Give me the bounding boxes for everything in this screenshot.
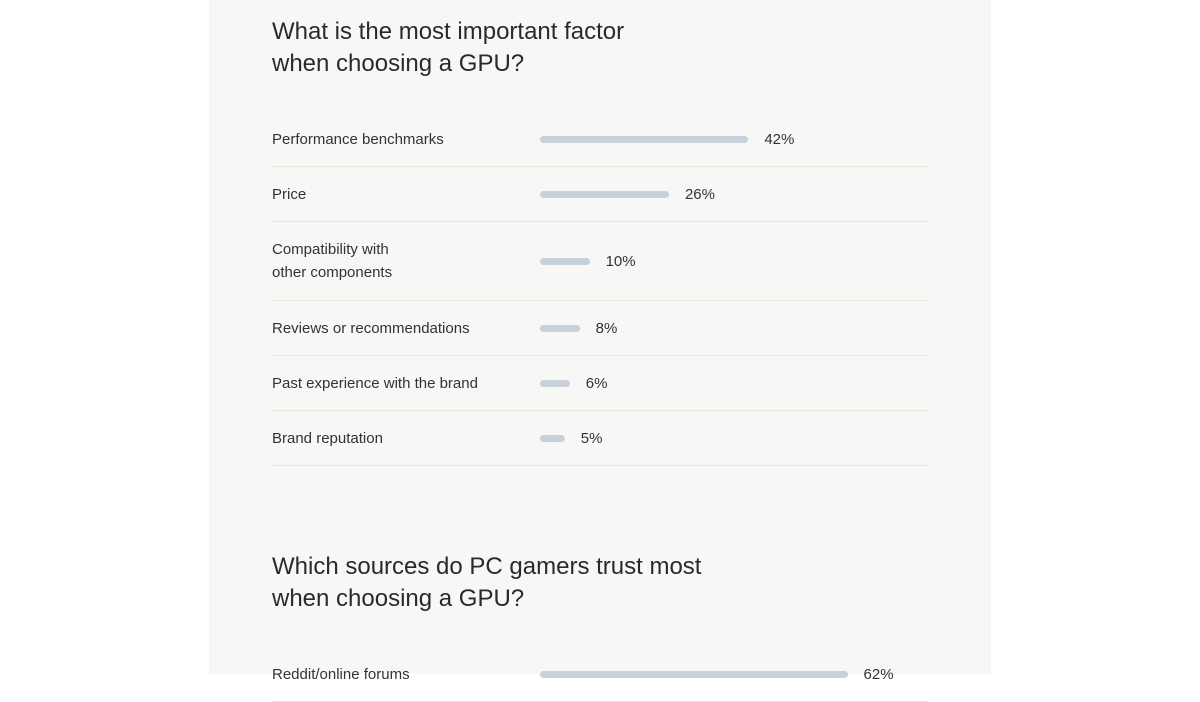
bar bbox=[540, 135, 749, 143]
title-line: What is the most important factor bbox=[272, 18, 625, 45]
category-label: Reviews or recommendations bbox=[272, 317, 540, 340]
bar-row: Performance benchmarks 42% bbox=[272, 112, 928, 167]
category-label: Past experience with the brand bbox=[272, 372, 540, 395]
value-label: 42% bbox=[764, 130, 795, 148]
category-label-line: Reddit/online forums bbox=[272, 665, 410, 683]
category-label-line: Performance benchmarks bbox=[272, 130, 444, 148]
bar-row: Past experience with the brand 6% bbox=[272, 356, 928, 411]
category-label: Brand reputation bbox=[272, 427, 540, 450]
chart-important-factor: What is the most important factor when c… bbox=[272, 16, 928, 466]
value-label: 62% bbox=[863, 665, 894, 683]
value-label: 26% bbox=[684, 185, 715, 203]
bar bbox=[540, 257, 590, 265]
title-line: when choosing a GPU? bbox=[272, 50, 525, 77]
bar-row: Brand reputation 5% bbox=[272, 411, 928, 466]
category-label-line: Compatibility with bbox=[272, 241, 389, 258]
bar-row: Price 26% bbox=[272, 167, 928, 222]
category-label-line: Price bbox=[272, 185, 307, 203]
bar bbox=[540, 670, 848, 678]
bar bbox=[540, 434, 565, 442]
category-label-line: Reviews or recommendations bbox=[272, 319, 470, 337]
bar-row: Reddit/online forums 62% bbox=[272, 647, 928, 702]
category-label: Performance benchmarks bbox=[272, 128, 540, 151]
category-label: Reddit/online forums bbox=[272, 663, 540, 686]
value-label: 6% bbox=[585, 374, 608, 392]
category-label: Compatibility with other components bbox=[272, 238, 540, 284]
category-label-line: Brand reputation bbox=[272, 429, 383, 447]
category-label-line: other components bbox=[272, 264, 393, 281]
bar-row: Compatibility with other components 10% bbox=[272, 222, 928, 301]
bar-row: Reviews or recommendations 8% bbox=[272, 301, 928, 356]
bar bbox=[540, 190, 669, 198]
chart-trusted-sources: Which sources do PC gamers trust most wh… bbox=[272, 551, 928, 702]
bar bbox=[540, 379, 570, 387]
value-label: 8% bbox=[595, 319, 618, 337]
title-line: Which sources do PC gamers trust most bbox=[272, 553, 702, 580]
chart-title: Which sources do PC gamers trust most wh… bbox=[272, 551, 928, 615]
category-label: Price bbox=[272, 183, 540, 206]
category-label-line: Past experience with the brand bbox=[272, 374, 478, 392]
title-line: when choosing a GPU? bbox=[272, 585, 525, 612]
value-label: 10% bbox=[605, 252, 636, 270]
bar bbox=[540, 324, 580, 332]
value-label: 5% bbox=[580, 429, 603, 447]
survey-panel: What is the most important factor when c… bbox=[209, 0, 991, 702]
chart-title: What is the most important factor when c… bbox=[272, 16, 928, 80]
